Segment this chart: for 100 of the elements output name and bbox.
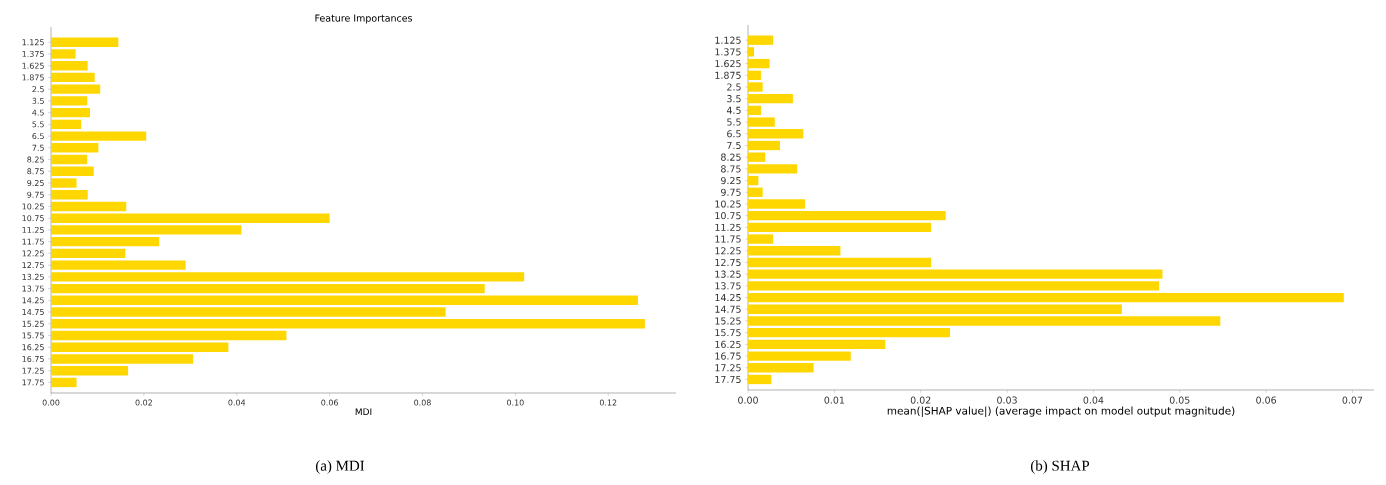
bar: [748, 292, 1344, 303]
bar: [51, 272, 525, 282]
text: (a) MDI: [315, 460, 365, 474]
bar: [748, 164, 798, 174]
bar: [748, 175, 759, 186]
y-tick-label: 2.5: [727, 83, 741, 91]
y-tick-label: 10.75: [715, 212, 741, 220]
bar: [51, 377, 77, 388]
x-tick-label: 0.03: [997, 396, 1017, 404]
bar: [51, 96, 88, 106]
y-tick-label: 11.25: [715, 223, 741, 231]
bar: [51, 319, 645, 329]
bar: [51, 178, 77, 188]
bar: [51, 283, 485, 294]
bar: [51, 61, 88, 71]
y-tick-label: 7.5: [727, 141, 741, 150]
y-tick-label: 15.25: [715, 317, 741, 325]
x-tick-label: 0.06: [1256, 396, 1277, 404]
bar: [748, 363, 814, 373]
bar: [51, 84, 101, 94]
bar: [748, 35, 774, 45]
bar: [51, 166, 94, 176]
y-tick-label: 16.25: [715, 340, 741, 348]
bar: [748, 129, 804, 139]
bar: [51, 295, 638, 306]
y-tick-label: 13.75: [715, 282, 741, 290]
bar: [748, 339, 886, 350]
y-tick-label: 1.375: [715, 48, 741, 56]
y-tick-label: 11.75: [715, 235, 741, 243]
bar: [51, 119, 82, 130]
x-axis-title: mean(|SHAP value|) (average impact on model output magnitude): [887, 406, 1235, 417]
bar: [748, 234, 774, 244]
chart-title: Feature Importances: [315, 14, 413, 24]
bar: [748, 199, 805, 209]
bar: [748, 327, 951, 338]
x-tick-label: 0.02: [910, 396, 931, 404]
bar: [748, 82, 763, 92]
y-tick-label: 3.5: [727, 95, 741, 103]
bar: [748, 246, 841, 256]
bar: [748, 140, 780, 151]
y-tick-label: 15.75: [715, 329, 741, 337]
y-tick-label: 13.25: [715, 270, 741, 278]
y-tick-label: 14.75: [715, 305, 741, 313]
bar: [748, 70, 761, 80]
bar: [748, 257, 932, 268]
bar: [51, 190, 88, 200]
y-tick-label: 9.25: [721, 177, 741, 185]
bar: [748, 269, 1163, 279]
bar: [51, 143, 99, 153]
bar: [51, 107, 91, 118]
bar: [51, 354, 194, 364]
bar: [748, 105, 761, 116]
bar: [748, 117, 775, 127]
y-tick-label: 9.75: [721, 188, 741, 196]
bar: [748, 152, 766, 162]
y-tick-label: 8.25: [721, 153, 741, 161]
bar: [748, 304, 1122, 314]
bar: [51, 225, 242, 235]
bar: [51, 37, 119, 47]
bar: [51, 330, 287, 341]
y-tick-label: 17.75: [715, 375, 741, 383]
bar: [51, 201, 127, 212]
y-tick-label: 16.75: [715, 352, 741, 360]
bar: [51, 131, 147, 141]
y-tick-label: 17.25: [715, 364, 741, 372]
y-tick-label: 12.25: [715, 247, 741, 255]
y-tick-label: 1.625: [715, 60, 741, 68]
bar: [748, 211, 946, 221]
bar: [748, 58, 770, 69]
bar: [51, 72, 95, 83]
bar: [51, 49, 76, 59]
y-tick-label: 8.75: [721, 165, 741, 173]
bar: [51, 260, 186, 270]
bar: [51, 342, 229, 352]
y-tick-label: 10.25: [715, 200, 741, 208]
bar: [748, 94, 793, 104]
bar: [51, 248, 126, 259]
y-tick-label: 14.25: [715, 293, 741, 302]
bar: [51, 236, 160, 247]
bar: [748, 187, 763, 197]
bar: [748, 316, 1221, 326]
y-tick-label: 1.875: [715, 71, 741, 79]
y-tick-label: 5.5: [727, 118, 741, 126]
bar: [748, 281, 1160, 291]
bar: [51, 154, 88, 165]
x-tick-label: 0.04: [1083, 396, 1104, 404]
x-tick-label: 0.05: [1169, 396, 1190, 404]
bar: [748, 374, 772, 385]
bar: [51, 307, 446, 317]
bar: [748, 47, 755, 57]
x-tick-label: 0.00: [738, 396, 758, 404]
x-axis-title: MDI: [355, 408, 372, 415]
bar: [51, 213, 330, 223]
y-tick-label: 1.125: [715, 36, 741, 44]
y-tick-label: 6.5: [727, 130, 741, 138]
bar: [51, 366, 129, 376]
y-tick-label: 12.75: [715, 258, 741, 267]
y-tick-label: 4.5: [726, 106, 741, 114]
bar: [748, 351, 851, 361]
bar: [748, 222, 932, 233]
